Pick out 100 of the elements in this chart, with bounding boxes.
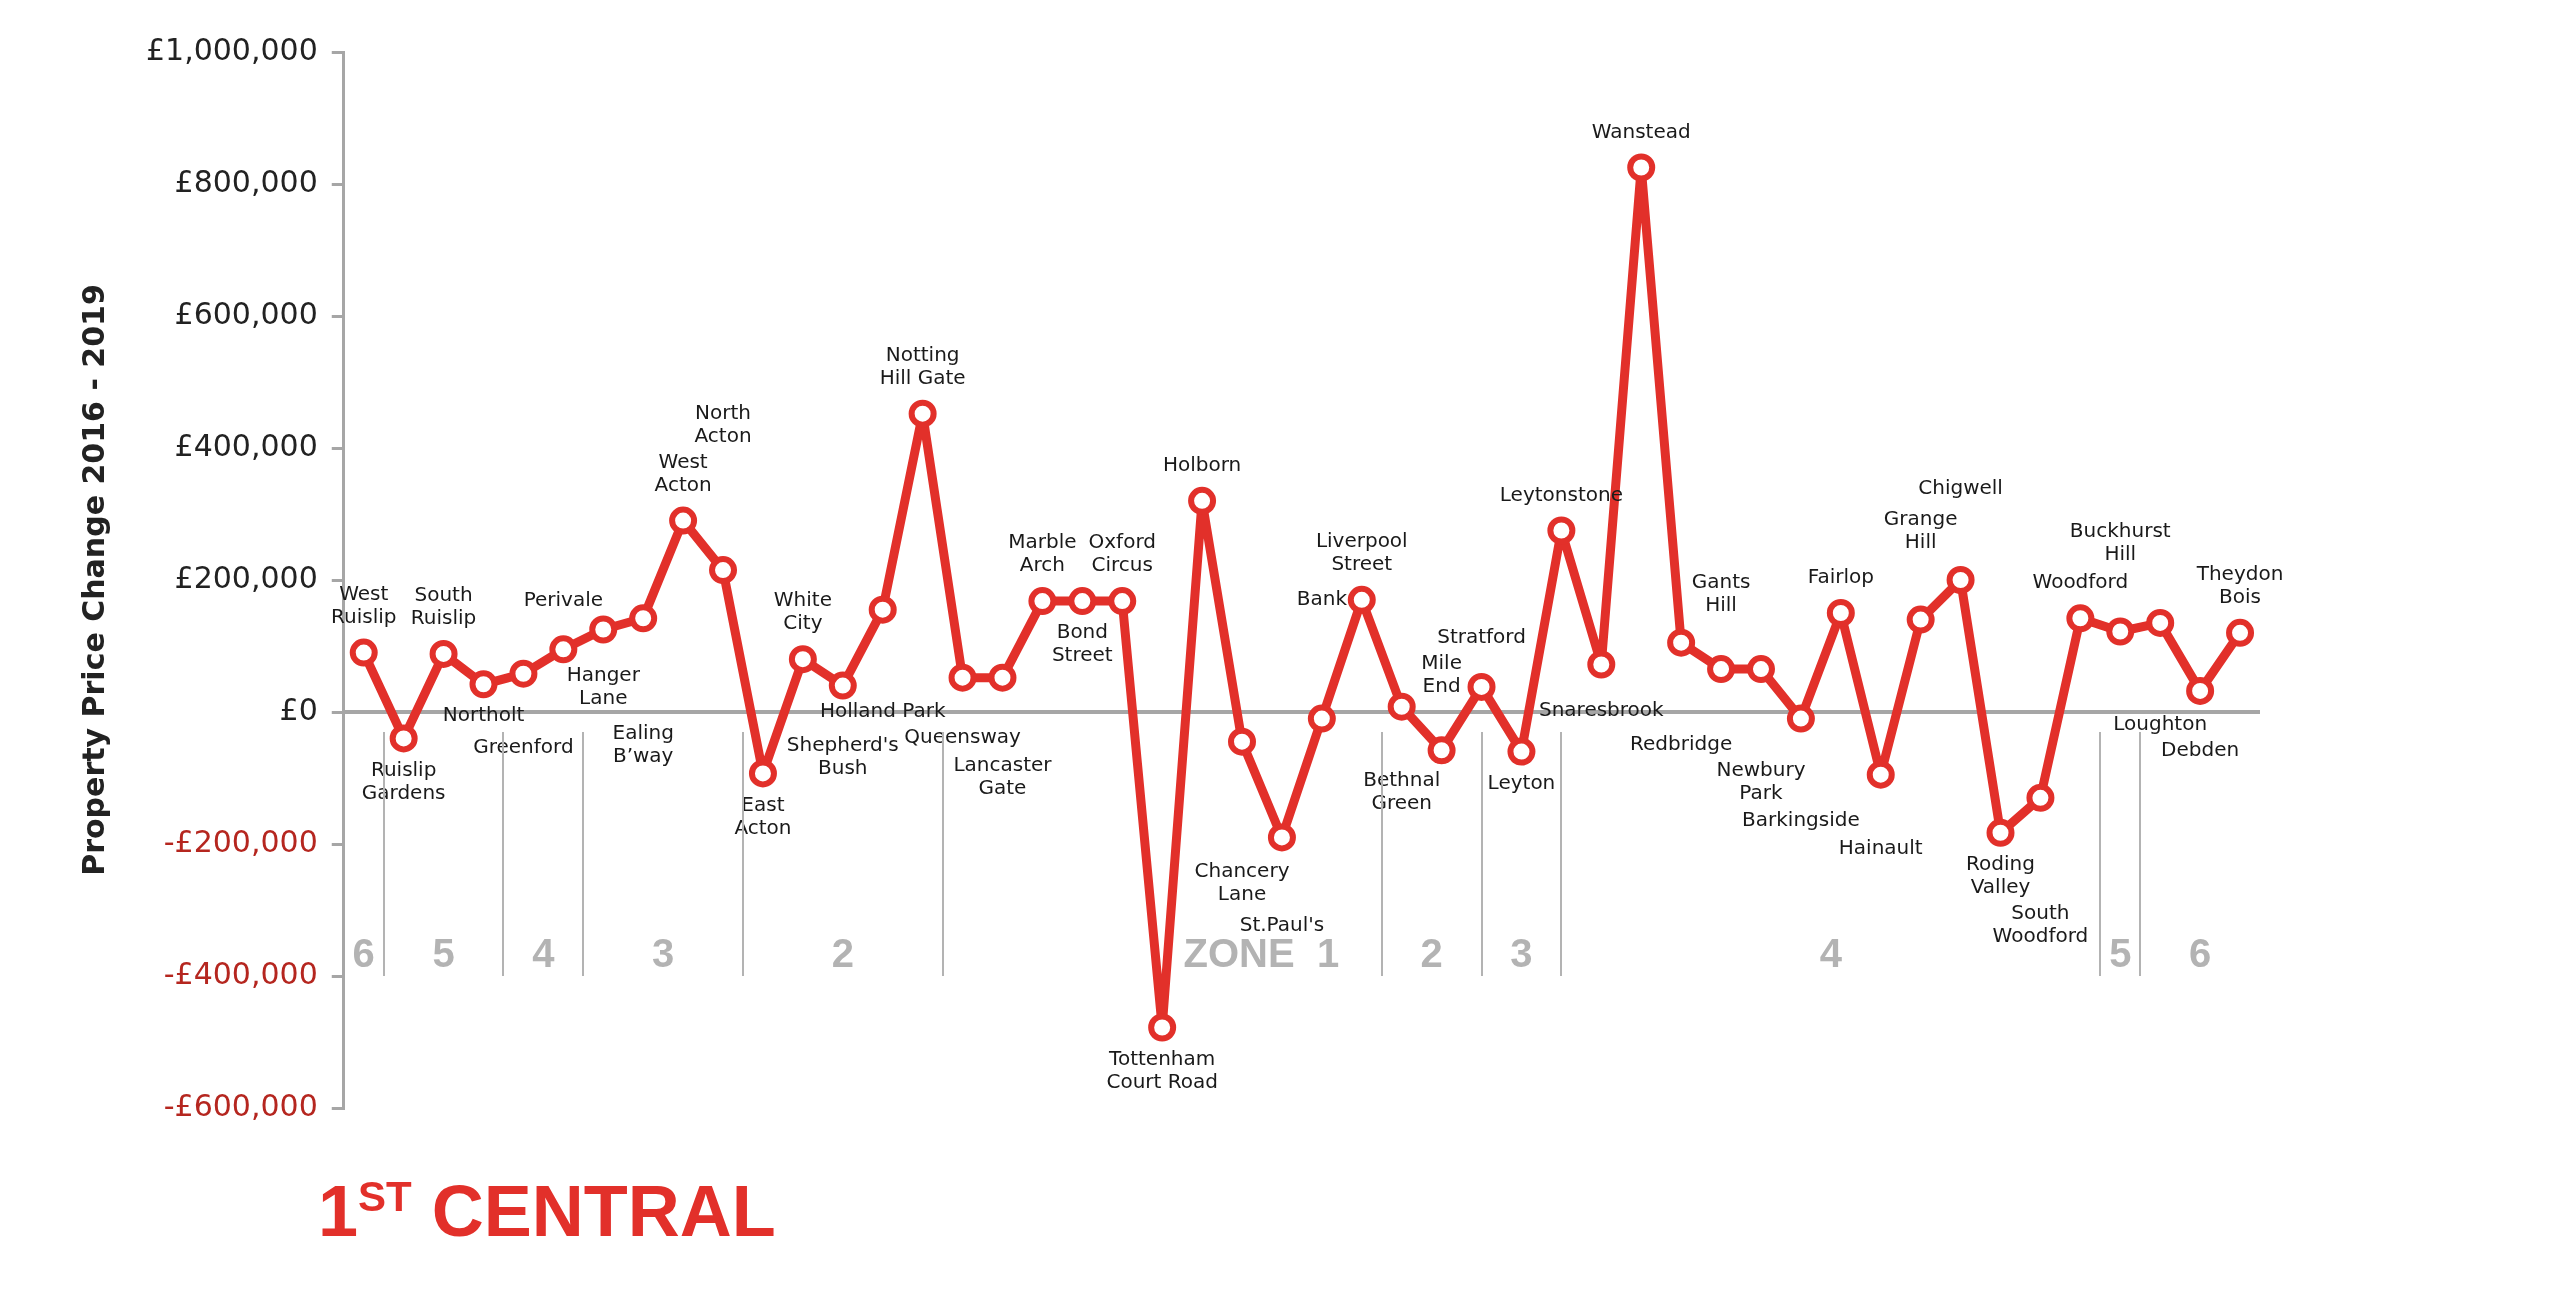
point	[709, 556, 738, 585]
x-tick-label: Gants Hill	[1691, 569, 1751, 617]
point	[1946, 566, 1975, 594]
annotation: 3	[652, 931, 675, 976]
x-tick-label: Shepherd's Bush	[786, 731, 899, 779]
point	[2106, 617, 2135, 646]
x-tick-label: Theydon Bois	[2195, 561, 2284, 608]
annotation: 4	[532, 931, 556, 976]
y-tick-label: £1,000,000	[145, 31, 318, 67]
y-tick-label: £800,000	[174, 163, 318, 199]
y-tick-label: £600,000	[174, 295, 318, 331]
point	[1746, 655, 1775, 684]
point	[629, 604, 658, 633]
annotation: 2	[831, 931, 854, 976]
x-tick-label: South Woodford	[1992, 900, 2089, 947]
point	[1028, 587, 1057, 616]
x-tick-label: Stratford	[1437, 624, 1526, 649]
point	[1547, 516, 1576, 545]
y-tick-label: -£200,000	[163, 823, 318, 859]
y-tick-label: -£400,000	[163, 955, 318, 991]
x-tick-label: Debden	[2161, 737, 2240, 762]
point	[1307, 704, 1336, 733]
point	[1507, 737, 1536, 766]
x-tick-label: Queensway	[904, 723, 1021, 748]
point	[1467, 672, 1496, 701]
point	[429, 639, 458, 668]
x-tick-label: Snaresbrook	[1538, 696, 1665, 721]
point	[1387, 692, 1416, 721]
point	[2186, 676, 2215, 705]
x-tick-label: Newbury Park	[1716, 757, 1806, 805]
point	[788, 645, 817, 674]
point	[1267, 823, 1296, 852]
x-tick-label: Roding Valley	[1966, 850, 2035, 898]
point	[549, 635, 578, 664]
x-tick-label: Barkingside	[1742, 806, 1860, 831]
x-tick-label: Loughton	[2113, 711, 2208, 736]
annotation: 4	[1819, 931, 1843, 976]
x-tick-label: Bethnal Green	[1363, 766, 1441, 814]
point	[1427, 736, 1456, 765]
point	[1188, 486, 1217, 515]
point	[469, 670, 498, 699]
annotation: 6	[2188, 931, 2212, 976]
annotation: 5	[432, 931, 455, 976]
x-tick-label: Redbridge	[1630, 730, 1733, 755]
x-tick-label: Leyton	[1487, 769, 1556, 794]
x-tick-label: Wanstead	[1591, 118, 1691, 143]
x-tick-label: South Ruislip	[410, 582, 477, 630]
point	[868, 595, 897, 624]
x-tick-label: Woodford	[2032, 569, 2129, 594]
point	[1587, 650, 1616, 679]
x-tick-label: Greenford	[473, 733, 574, 758]
point	[1347, 585, 1376, 614]
point	[1826, 599, 1855, 627]
x-tick-label: Hanger Lane	[566, 661, 641, 709]
x-tick-label: Chancery Lane	[1194, 857, 1290, 905]
point	[748, 759, 777, 788]
point	[1627, 153, 1656, 182]
x-tick-label: Holland Park	[819, 697, 946, 722]
point	[1707, 655, 1736, 684]
x-tick-label: Oxford Circus	[1088, 529, 1156, 577]
point	[349, 638, 378, 667]
point	[828, 671, 857, 700]
annotation: 5	[2109, 931, 2132, 976]
x-tick-label: Buckhurst Hill	[2069, 517, 2171, 565]
point	[908, 399, 937, 428]
point	[1108, 587, 1137, 616]
text: 1$^{ST}$ CENTRAL	[318, 1170, 776, 1252]
x-tick-label: White City	[773, 587, 832, 635]
y-axis-title: Property Price Change 2016 - 2019	[75, 284, 111, 876]
x-tick-label: Bond Street	[1051, 619, 1113, 667]
annotation: 3	[1510, 931, 1533, 976]
y-tick-label: -£600,000	[163, 1087, 318, 1123]
annotation: 2	[1420, 931, 1443, 976]
x-tick-label: Holborn	[1162, 452, 1242, 476]
point	[669, 506, 698, 535]
y-tick-label: £200,000	[174, 559, 318, 595]
x-tick-label: Perivale	[523, 586, 604, 611]
x-tick-label: Northolt	[442, 702, 525, 727]
x-tick-label: North Acton	[694, 400, 752, 448]
point	[1906, 605, 1935, 634]
point	[2066, 604, 2095, 633]
x-tick-label: West Acton	[654, 448, 712, 496]
point	[1148, 1013, 1177, 1042]
point	[1786, 704, 1815, 733]
annotation: 6	[352, 931, 375, 976]
point	[2146, 608, 2175, 637]
point	[1866, 760, 1895, 789]
x-tick-label: Ruislip Gardens	[361, 756, 446, 804]
y-tick-label: £0	[279, 691, 318, 727]
point	[2026, 783, 2055, 812]
point	[509, 659, 538, 688]
x-tick-label: Tottenham Court Road	[1106, 1045, 1218, 1093]
x-tick-label: Chigwell	[1918, 475, 2003, 500]
point	[1986, 818, 2015, 847]
x-tick-label: West Ruislip	[330, 580, 397, 628]
point	[1228, 727, 1256, 756]
point	[1667, 628, 1696, 657]
x-tick-label: Mile End	[1421, 650, 1462, 698]
point	[988, 663, 1017, 692]
point	[948, 663, 977, 692]
